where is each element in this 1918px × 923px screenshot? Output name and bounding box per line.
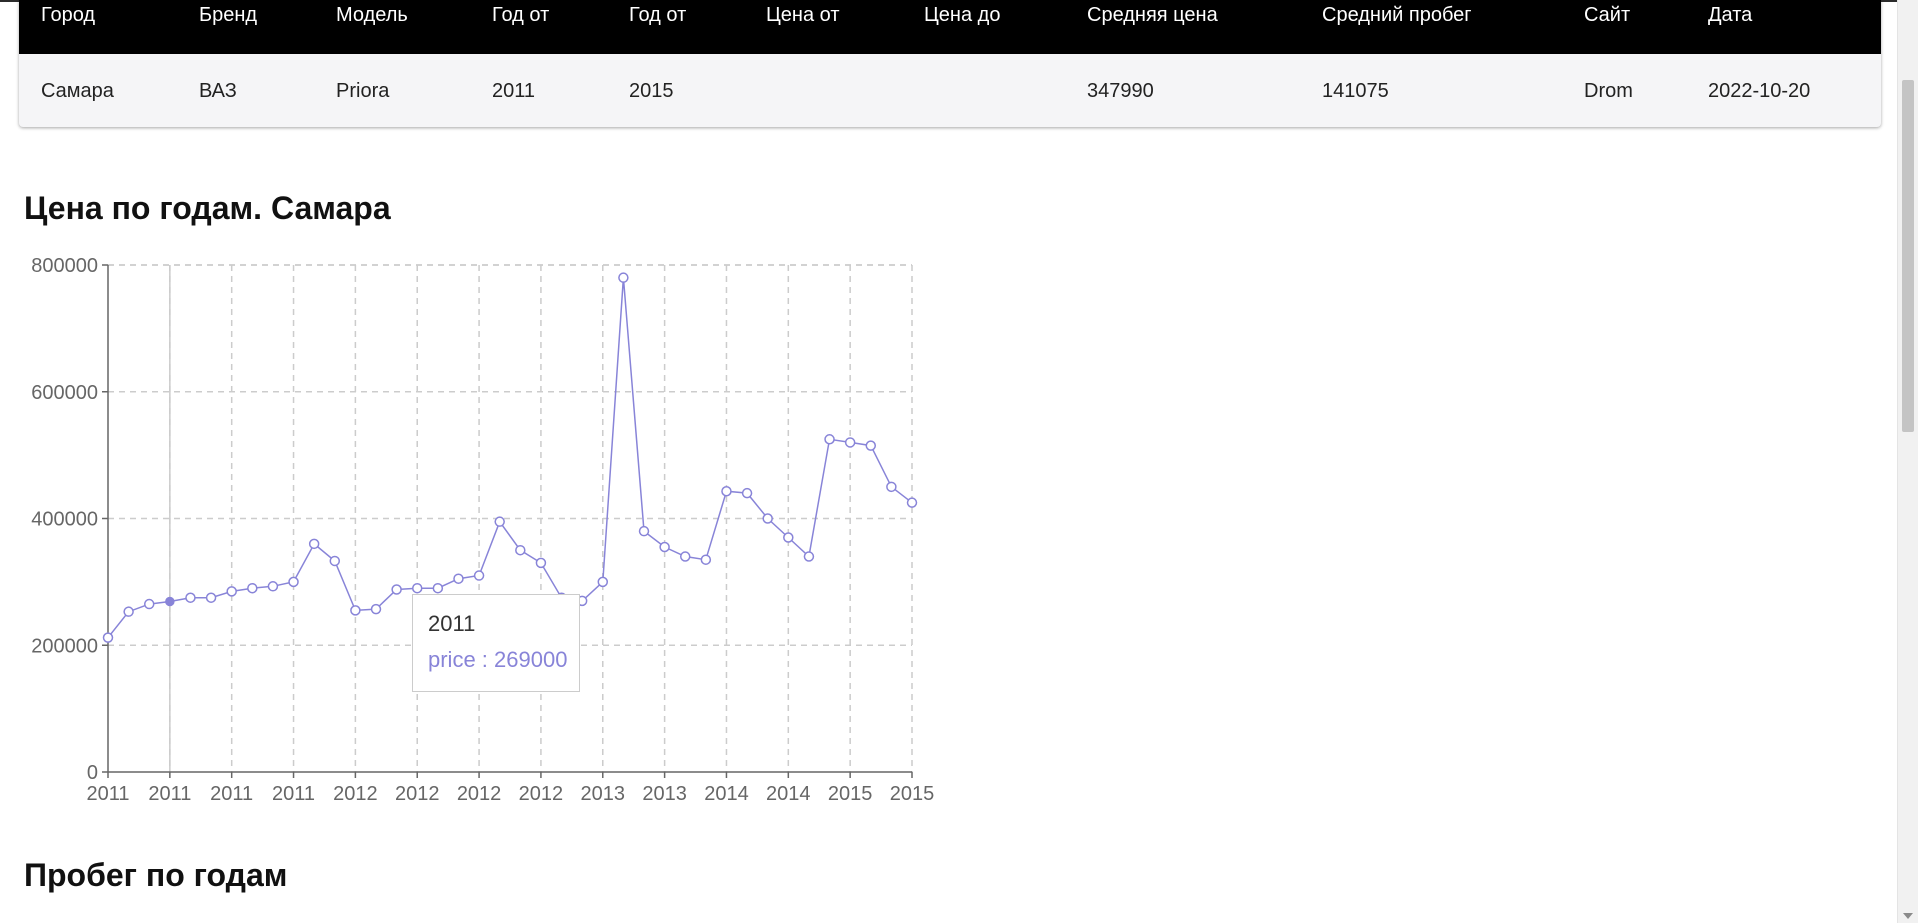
data-point	[865, 440, 877, 451]
data-point	[432, 582, 444, 594]
x-tick-label: 2013	[642, 783, 687, 805]
data-point	[535, 557, 547, 569]
chart-tooltip: 2011 price : 269000	[412, 594, 580, 692]
data-point	[205, 592, 217, 603]
table-header: Город Бренд Модель Год от Год от Цена от…	[19, 0, 1881, 54]
data-point	[515, 544, 526, 556]
x-tick-label: 2011	[210, 783, 253, 805]
column-header-avg-price[interactable]: Средняя цена	[1087, 4, 1218, 26]
x-tick-label: 2012	[519, 783, 564, 805]
series-line-price	[107, 277, 913, 639]
results-table: Город Бренд Модель Год от Год от Цена от…	[19, 0, 1881, 127]
data-point	[370, 603, 382, 615]
x-tick-label: 2012	[457, 783, 502, 805]
scrollbar-thumb[interactable]	[1902, 80, 1914, 432]
x-tick-label: 2013	[581, 783, 626, 805]
data-point	[247, 582, 258, 594]
column-header-city[interactable]: Город	[41, 4, 96, 26]
x-tick-label: 2012	[395, 783, 440, 805]
cell-date: 2022-10-20	[1708, 80, 1811, 102]
mileage-chart-title: Пробег по годам	[24, 857, 288, 893]
data-point	[679, 551, 691, 562]
data-point	[143, 598, 155, 610]
data-point	[741, 487, 753, 499]
data-point	[185, 592, 196, 603]
cell-city: Самара	[41, 80, 114, 102]
data-point	[350, 605, 361, 616]
data-point	[494, 516, 505, 527]
column-header-model[interactable]: Модель	[336, 4, 408, 26]
column-header-avg-mileage[interactable]: Средний пробег	[1322, 4, 1472, 26]
data-point	[638, 525, 650, 537]
column-header-year-to[interactable]: Год от	[629, 4, 687, 26]
cell-year-to: 2015	[629, 80, 674, 102]
column-header-year-from[interactable]: Год от	[492, 4, 550, 26]
column-header-price-to[interactable]: Цена до	[924, 4, 1001, 26]
y-tick-label: 800000	[31, 255, 98, 277]
y-tick-label: 600000	[31, 382, 98, 404]
x-tick-label: 2014	[704, 783, 749, 805]
data-point	[659, 541, 670, 553]
data-point	[411, 582, 423, 594]
cell-year-from: 2011	[492, 80, 536, 102]
x-tick-label: 2011	[272, 783, 315, 805]
cell-avg-price: 347990	[1087, 80, 1154, 102]
cell-avg-mileage: 141075	[1322, 80, 1389, 102]
data-point	[762, 513, 773, 524]
x-tick-label: 2011	[148, 783, 191, 805]
data-point	[803, 551, 815, 562]
x-tick-label: 2015	[828, 783, 873, 805]
column-header-price-from[interactable]: Цена от	[766, 4, 840, 26]
column-header-brand[interactable]: Бренд	[199, 4, 258, 26]
data-point	[453, 573, 464, 584]
data-point	[906, 497, 918, 508]
x-tick-label: 2015	[890, 783, 935, 805]
data-point	[824, 434, 835, 445]
cell-brand: ВАЗ	[199, 80, 237, 102]
scroll-down-arrow-icon[interactable]	[1903, 913, 1913, 919]
data-point	[391, 584, 402, 595]
cell-site: Drom	[1584, 80, 1633, 102]
data-point	[473, 570, 485, 581]
tooltip-value: price : 269000	[428, 647, 568, 672]
price-chart-title: Цена по годам. Самара	[24, 190, 391, 226]
data-point	[308, 538, 320, 550]
data-point-active	[165, 596, 175, 607]
y-tick-label: 0	[87, 762, 98, 784]
data-point	[783, 532, 794, 543]
tooltip-label: 2011	[428, 611, 476, 636]
column-header-site[interactable]: Сайт	[1584, 4, 1631, 26]
column-header-date[interactable]: Дата	[1708, 4, 1753, 26]
data-point	[288, 576, 299, 588]
data-point	[329, 555, 341, 567]
data-point	[226, 586, 237, 597]
y-tick-label: 400000	[31, 509, 98, 531]
data-point	[102, 632, 114, 643]
x-tick-label: 2014	[766, 783, 811, 805]
vertical-scrollbar[interactable]	[1897, 0, 1918, 923]
data-point	[721, 485, 732, 497]
cell-model: Priora	[336, 80, 390, 102]
data-point	[123, 606, 134, 617]
y-tick-label: 200000	[31, 635, 98, 657]
data-point	[597, 576, 609, 588]
data-point	[844, 437, 856, 448]
data-point	[886, 481, 897, 493]
data-point	[700, 554, 712, 565]
data-point	[618, 272, 629, 283]
x-tick-label: 2011	[86, 783, 129, 805]
data-point	[267, 581, 279, 592]
x-tick-label: 2012	[333, 783, 378, 805]
